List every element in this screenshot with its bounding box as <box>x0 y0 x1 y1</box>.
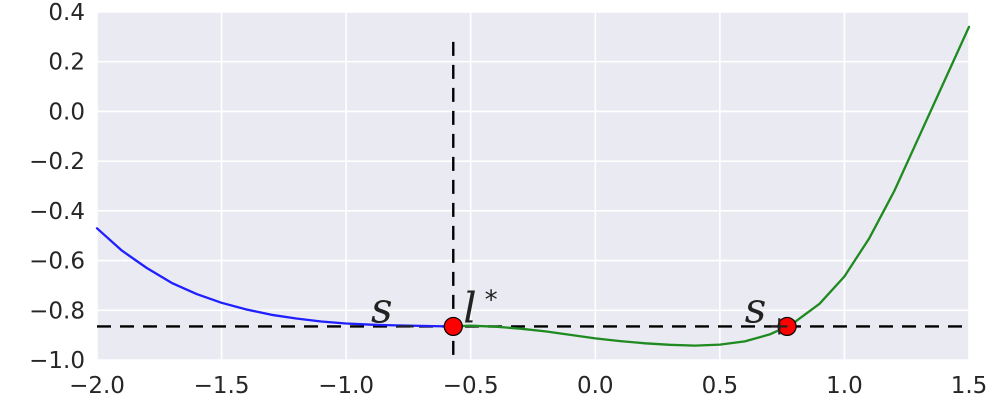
x-axis-ticks: −2.0 −1.5 −1.0 −0.5 0.0 0.5 1.0 1.5 <box>69 373 987 399</box>
y-tick-label: −0.2 <box>29 149 85 175</box>
series-lines <box>95 25 971 347</box>
x-tick-label: 0.5 <box>702 373 739 399</box>
y-tick-label: −0.4 <box>29 199 85 225</box>
y-tick-label: 0.0 <box>48 99 85 125</box>
y-tick-label: −0.8 <box>29 298 85 324</box>
y-tick-label: 0.4 <box>48 0 85 26</box>
x-tick-label: −1.0 <box>318 373 374 399</box>
y-tick-label: −0.6 <box>29 249 85 275</box>
y-tick-label: −1.0 <box>29 348 85 374</box>
x-tick-label: −1.5 <box>194 373 250 399</box>
series-line-1 <box>95 227 455 328</box>
x-tick-label: 0.0 <box>577 373 614 399</box>
x-tick-label: −2.0 <box>69 373 125 399</box>
y-axis-ticks: 0.4 0.2 0.0 −0.2 −0.4 −0.6 −0.8 −1.0 <box>29 0 85 374</box>
x-tick-label: 1.5 <box>951 373 988 399</box>
markers <box>443 316 797 337</box>
reference-lines <box>97 41 969 360</box>
y-tick-label: 0.2 <box>48 50 85 76</box>
x-tick-label: 1.0 <box>826 373 863 399</box>
x-tick-label: −0.5 <box>443 373 499 399</box>
point-marker <box>777 316 797 337</box>
point-marker <box>443 316 463 337</box>
plot-area <box>97 12 969 360</box>
series-line-2 <box>452 25 971 347</box>
grid <box>96 11 970 361</box>
